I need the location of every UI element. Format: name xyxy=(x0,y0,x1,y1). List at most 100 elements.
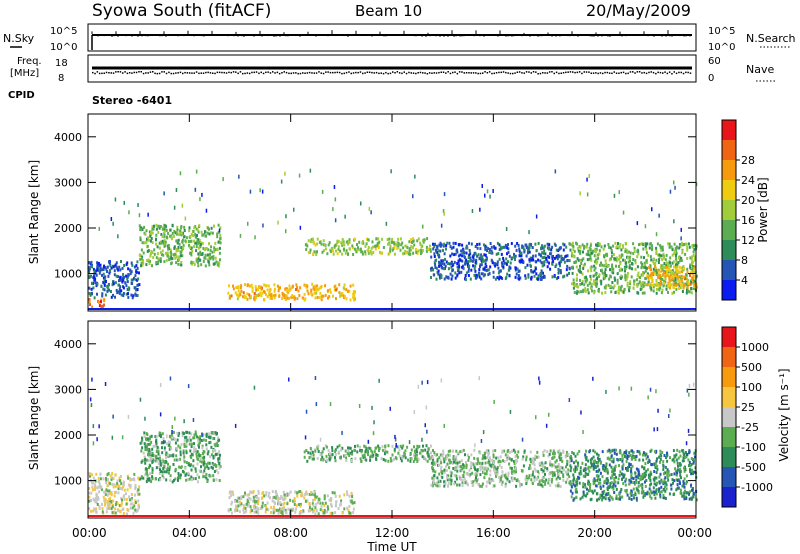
power-cell-r5-450 xyxy=(500,276,503,280)
velocity-cell-r4-52 xyxy=(482,457,485,460)
velocity-cell-r4-407 xyxy=(462,463,464,467)
power-cell-r6-6 xyxy=(659,246,662,250)
velocity-cell-r4-394 xyxy=(542,453,545,457)
velocity-cell-r3-179 xyxy=(344,454,347,457)
power-cell-r6-253 xyxy=(659,266,662,270)
velocity-cell-r4-346 xyxy=(548,477,551,481)
velocity-cell-r1-300 xyxy=(170,433,173,437)
velocity-cell-r2-88 xyxy=(313,493,316,497)
power-cell-r5-179 xyxy=(542,246,545,250)
velocity-cell-r4-82 xyxy=(506,456,509,460)
velocity-cell-r1-419 xyxy=(155,438,158,442)
power-cell-r4-189 xyxy=(399,248,402,252)
velocity-cell-r1-9 xyxy=(195,432,197,436)
velocity-cell-r4-417 xyxy=(537,482,540,486)
power-cell-r5-500 xyxy=(507,268,510,272)
power-cell-r6-593 xyxy=(584,289,587,293)
power-cell-r5-374 xyxy=(546,242,549,246)
velocity-cell-r1-407 xyxy=(162,467,165,471)
velocity-cell-r3-22 xyxy=(312,453,315,457)
power-cell-r5-518 xyxy=(483,267,486,271)
power-sparse-1 xyxy=(293,207,295,212)
velocity-cell-r3-200 xyxy=(426,450,429,454)
velocity-cell-r4-28 xyxy=(439,479,442,483)
power-cell-r5-173 xyxy=(454,252,457,256)
velocity-cell-r4-256 xyxy=(522,464,525,468)
velocity-cell-r5-35 xyxy=(595,461,598,464)
power-sparse-81 xyxy=(334,218,337,223)
power-cell-r7-102 xyxy=(665,272,668,275)
velocity-cell-r2-260 xyxy=(283,507,285,511)
power-cell-r2-208 xyxy=(177,248,180,252)
power-cell-r5-270 xyxy=(507,247,510,251)
power-cell-r2-338 xyxy=(208,242,210,246)
power-cell-r6-367 xyxy=(642,242,645,246)
nave-dot-220 xyxy=(599,72,602,74)
velocity-cell-r1-312 xyxy=(207,461,210,465)
power-cell-r4-127 xyxy=(329,249,332,253)
power-cell-r7-111 xyxy=(654,264,656,268)
power-cell-r6-483 xyxy=(685,283,688,287)
power-cell-r2-351 xyxy=(192,229,195,233)
velocity-cell-r1-334 xyxy=(151,477,154,481)
velocity-cell-r4-249 xyxy=(553,471,556,475)
velocity-cell-r4-540 xyxy=(493,465,496,469)
velocity-cell-r1-211 xyxy=(208,461,211,465)
power-cell-r2-75 xyxy=(206,253,209,257)
velocity-cell-r1-340 xyxy=(205,447,208,451)
power-cell-r6-658 xyxy=(625,265,628,269)
power-cell-r6-490 xyxy=(673,242,676,246)
power-cell-r1-119 xyxy=(97,264,100,268)
velocity-cell-r3-46 xyxy=(403,451,406,455)
power-cell-r6-380 xyxy=(612,244,615,248)
power-cell-r1-112 xyxy=(130,278,133,282)
velocity-cell-r1-33 xyxy=(182,458,185,462)
power-cell-r6-603 xyxy=(634,261,637,265)
power-cell-r5-166 xyxy=(546,265,549,269)
power-cell-r5-141 xyxy=(457,261,460,265)
nave-dot-23 xyxy=(145,72,147,74)
velocity-cell-r0-29 xyxy=(116,483,119,487)
nave-dot-211 xyxy=(578,71,581,73)
velocity-cell-r4-459 xyxy=(546,450,549,454)
power-cell-r2-207 xyxy=(201,233,204,237)
power-cell-r6-661 xyxy=(641,273,644,277)
velocity-cell-r0-169 xyxy=(108,502,111,505)
power-cell-r5-446 xyxy=(467,256,470,259)
power-cell-r6-429 xyxy=(621,289,624,293)
power-cell-r7-7 xyxy=(678,281,681,285)
power-cell-r1-169 xyxy=(88,286,91,290)
power-cell-r5-410 xyxy=(445,247,447,251)
power-cell-r7-117 xyxy=(695,285,698,289)
power-cell-r6-372 xyxy=(582,288,585,292)
velocity-cell-r2-300 xyxy=(313,508,316,512)
power-cell-r6-681 xyxy=(606,253,609,257)
power-cell-r2-143 xyxy=(204,264,207,268)
power-cell-r5-218 xyxy=(551,255,554,259)
power-cell-r6-19 xyxy=(590,269,593,273)
velocity-cell-r4-342 xyxy=(515,453,518,457)
velocity-cell-r1-409 xyxy=(183,455,186,459)
velocity-cell-r2-262 xyxy=(323,494,326,498)
velocity-cell-r4-201 xyxy=(477,477,480,481)
power-cell-r2-263 xyxy=(176,230,179,234)
velocity-cell-r1-14 xyxy=(157,457,160,461)
power-sparse-7 xyxy=(613,193,616,198)
velocity-cell-r4-10 xyxy=(546,468,549,472)
velocity-cell-r3-136 xyxy=(391,444,394,448)
velocity-cell-r4-316 xyxy=(439,453,442,457)
velocity-cell-r2-69 xyxy=(236,496,239,500)
power-cell-r2-236 xyxy=(149,254,152,258)
power-cell-r2-107 xyxy=(195,259,198,263)
velocity-cell-r2-53 xyxy=(261,501,264,505)
power-cell-r6-310 xyxy=(601,263,604,267)
velocity-cell-r2-49 xyxy=(265,491,268,494)
velocity-cell-r2-221 xyxy=(299,509,302,513)
power-cell-r2-264 xyxy=(151,264,153,268)
power-cell-r2-157 xyxy=(152,255,155,259)
power-cell-r6-203 xyxy=(581,243,584,247)
nave-bottom-tick: 0 xyxy=(708,73,714,84)
power-cell-r5-65 xyxy=(474,273,477,277)
power-cell-r5-309 xyxy=(440,266,443,270)
power-cell-r6-558 xyxy=(612,271,615,275)
